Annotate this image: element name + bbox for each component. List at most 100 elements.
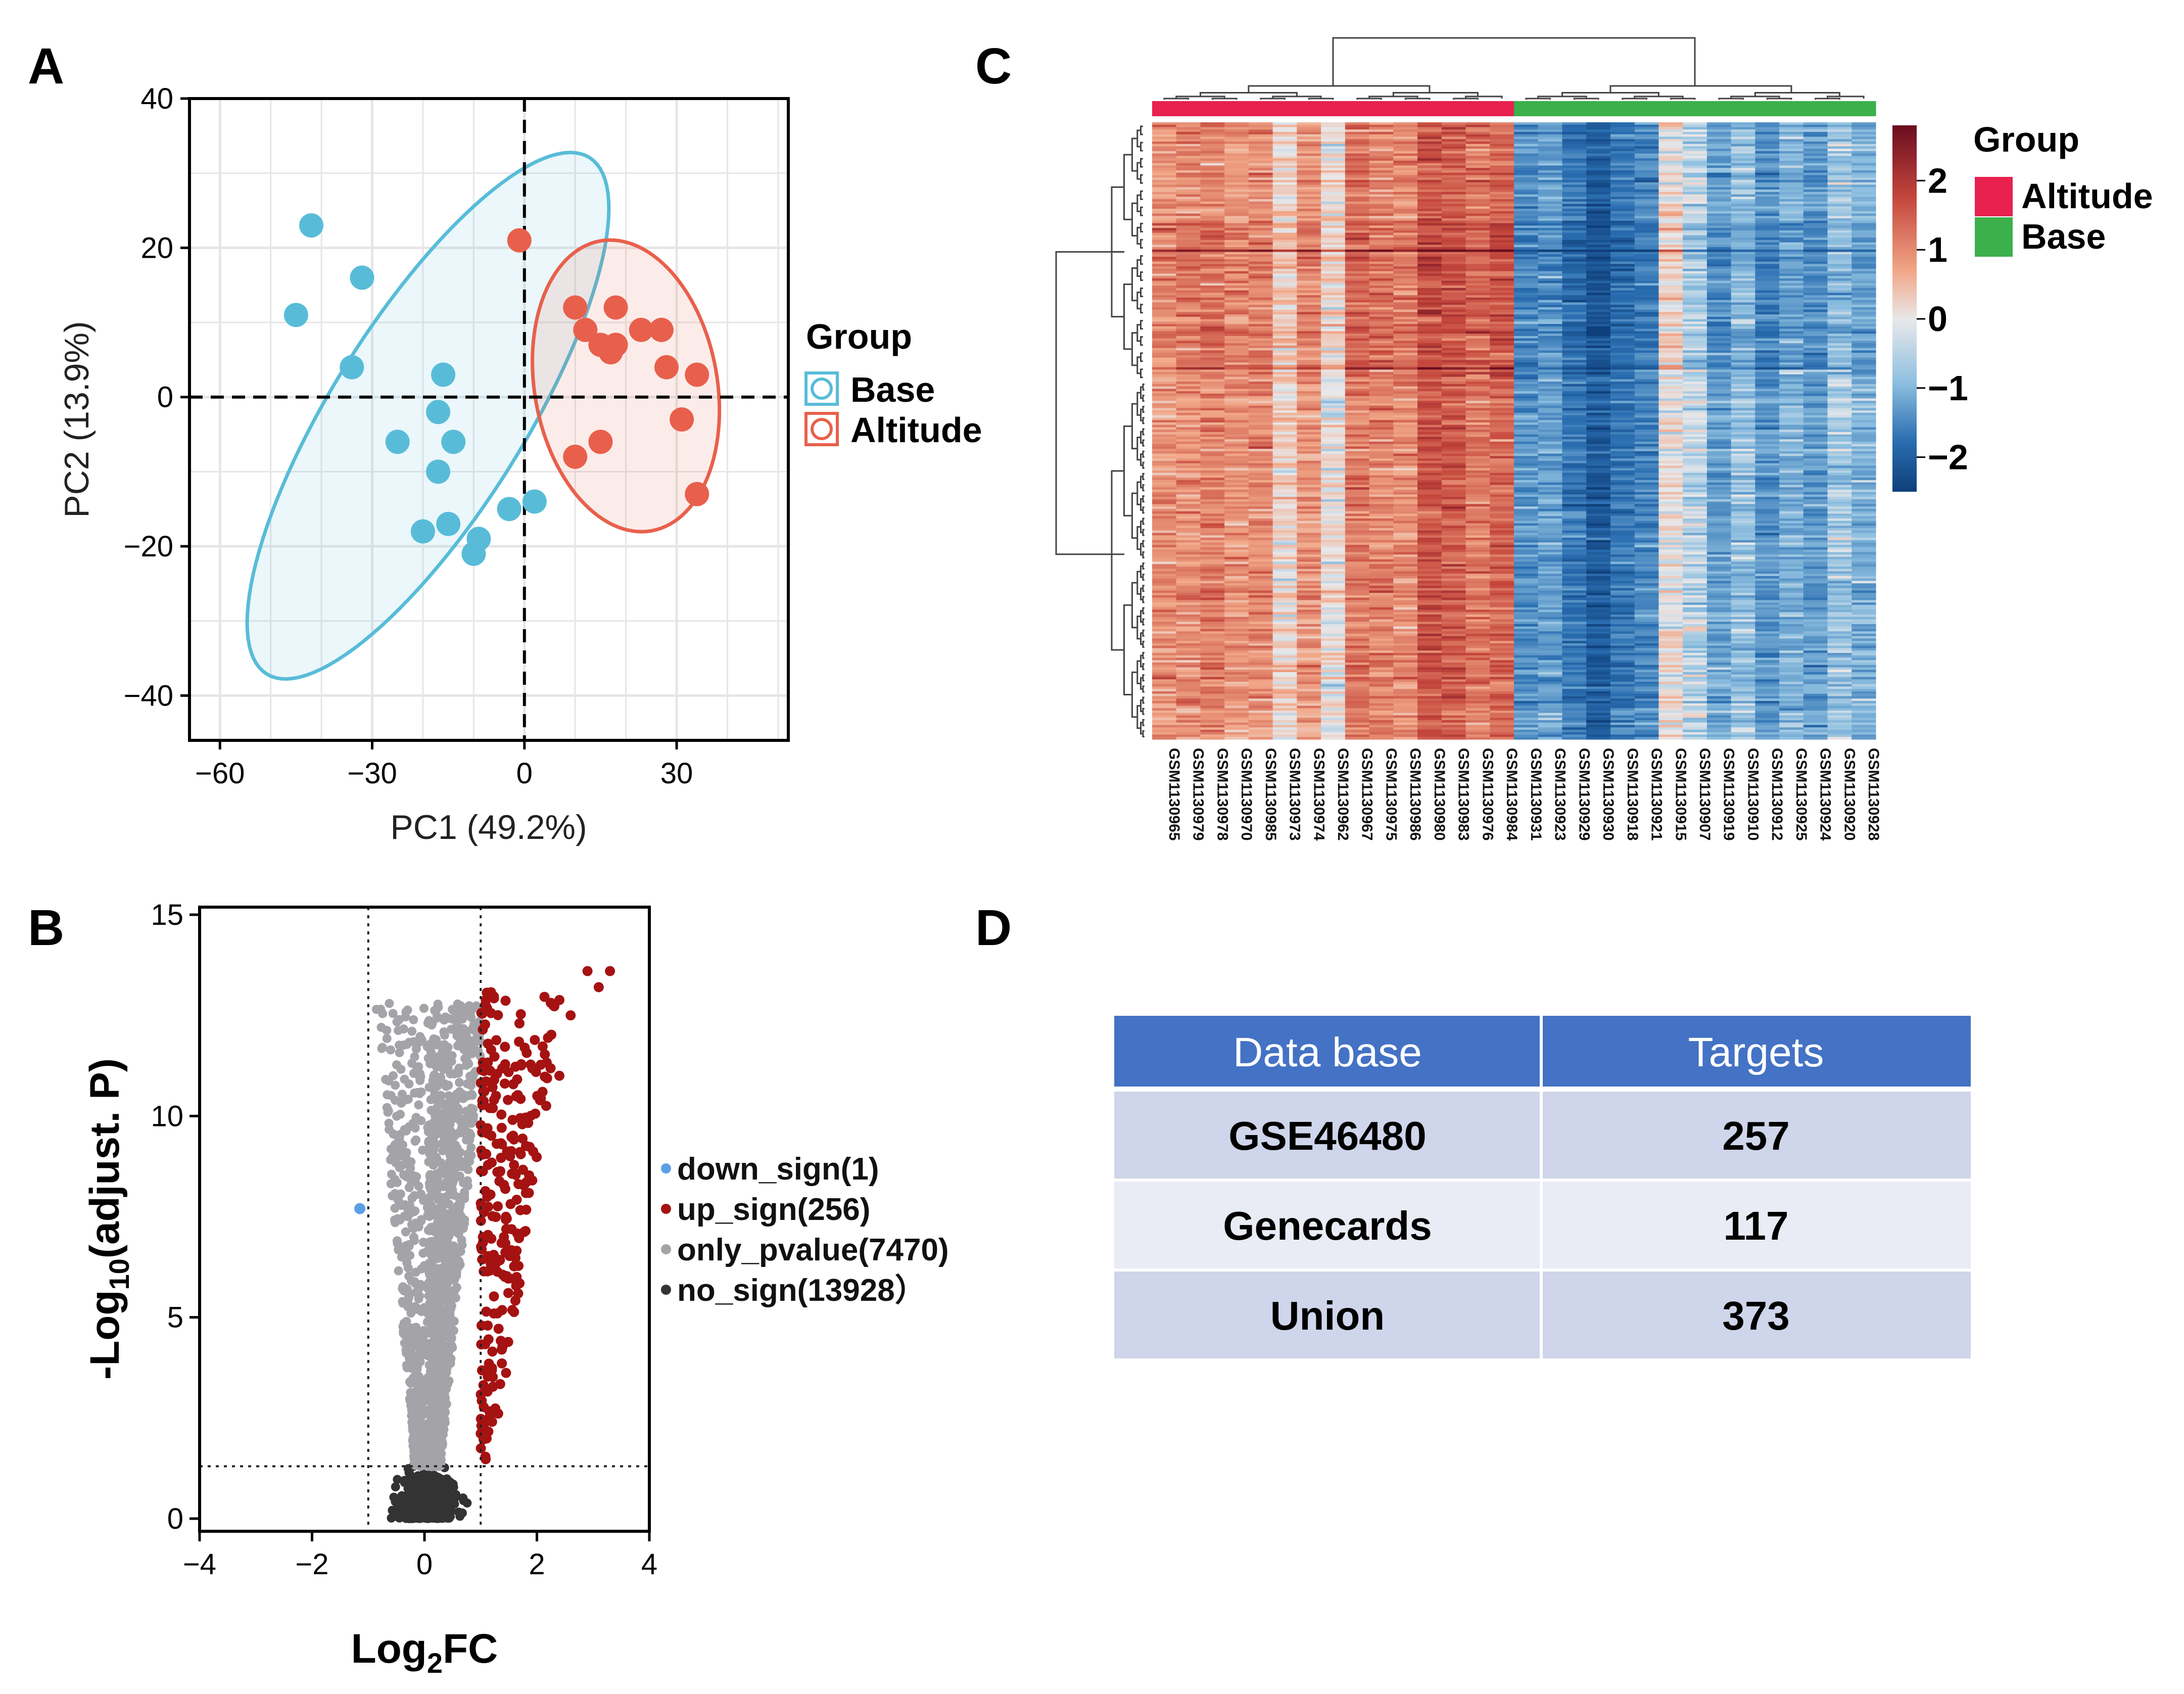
heatmap-cell (1152, 549, 1177, 553)
heatmap-cell (1224, 144, 1249, 147)
heatmap-cell (1321, 305, 1346, 308)
heatmap-cell (1176, 508, 1201, 512)
heatmap-cell (1272, 168, 1297, 171)
heatmap-cell (1321, 617, 1346, 620)
heatmap-cell (1152, 288, 1177, 291)
heatmap-cell (1297, 225, 1321, 228)
heatmap-cell (1297, 386, 1321, 389)
heatmap-cell (1200, 456, 1225, 459)
heatmap-cell (1272, 588, 1297, 591)
heatmap-cell (1152, 705, 1177, 709)
dendrogram-branch (1142, 708, 1145, 715)
heatmap-cell (1200, 223, 1225, 226)
heatmap-cell (1224, 194, 1249, 197)
heatmap-cell (1176, 144, 1201, 147)
heatmap-cell (1200, 257, 1225, 260)
heatmap-cell (1248, 672, 1273, 675)
heatmap-cell (1176, 192, 1201, 195)
heatmap-cell (1200, 286, 1225, 289)
heatmap-cell (1248, 626, 1273, 630)
heatmap-cell (1321, 190, 1346, 193)
heatmap-cell (1248, 417, 1273, 420)
heatmap-cell (1176, 665, 1201, 668)
heatmap-cell (1321, 578, 1346, 582)
heatmap-cell (1176, 629, 1201, 632)
heatmap-cell (1272, 657, 1297, 661)
volcano-point-up (508, 1134, 519, 1145)
volcano-point-up (491, 1091, 501, 1101)
heatmap-cell (1200, 545, 1225, 548)
heatmap-cell (1248, 662, 1273, 666)
heatmap-cell (1248, 362, 1273, 365)
heatmap-cell (1248, 441, 1273, 445)
heatmap-cell (1224, 506, 1249, 509)
heatmap-cell (1297, 585, 1321, 589)
heatmap-cell (1321, 691, 1346, 694)
volcano-point-nosign (389, 1492, 399, 1502)
heatmap-cell (1152, 182, 1177, 185)
heatmap-cell (1224, 412, 1249, 416)
heatmap-cell (1224, 614, 1249, 618)
volcano-legend-dot-nosign (661, 1285, 671, 1295)
heatmap-cell (1152, 204, 1177, 207)
heatmap-cell (1152, 165, 1177, 168)
heatmap-cell (1200, 718, 1225, 721)
volcano-legend-label-pvalue: only_pvalue(7470) (677, 1233, 949, 1267)
dendrogram-branch (1142, 730, 1145, 737)
heatmap-cell (1152, 223, 1177, 226)
heatmap-cell (1224, 268, 1249, 272)
volcano-point-pvalue (443, 1353, 452, 1363)
heatmap-cell (1321, 624, 1346, 627)
heatmap-cell (1200, 516, 1225, 519)
dendrogram-branch (1142, 629, 1145, 637)
heatmap-cell (1321, 254, 1346, 257)
heatmap-cell (1297, 451, 1321, 454)
heatmap-cell (1200, 703, 1225, 707)
heatmap-cell (1200, 468, 1225, 471)
heatmap-cell (1297, 698, 1321, 701)
heatmap-cell (1224, 626, 1249, 630)
heatmap-cell (1224, 170, 1249, 173)
heatmap-cell (1152, 127, 1177, 130)
volcano-point-pvalue (410, 1137, 420, 1146)
heatmap-cell (1248, 473, 1273, 476)
heatmap-cell (1272, 197, 1297, 200)
heatmap-cell (1200, 705, 1225, 709)
volcano-legend-dot-pvalue (661, 1244, 671, 1254)
heatmap-cell (1248, 249, 1273, 253)
pca-point-altitude (563, 444, 588, 469)
heatmap-cell (1321, 581, 1346, 584)
volcano-point-pvalue (447, 1051, 457, 1060)
heatmap-cell (1248, 187, 1273, 190)
heatmap-cell (1200, 328, 1225, 332)
heatmap-cell (1200, 585, 1225, 589)
heatmap-cell (1224, 602, 1249, 605)
heatmap-cell (1176, 526, 1201, 529)
heatmap-cell (1176, 218, 1201, 221)
heatmap-cell (1272, 386, 1297, 389)
volcano-point-up (496, 1238, 507, 1248)
heatmap-cell (1224, 489, 1249, 493)
heatmap-cell (1248, 180, 1273, 183)
heatmap-cell (1176, 691, 1201, 694)
heatmap-cell (1152, 338, 1177, 341)
heatmap-cell (1272, 129, 1297, 132)
heatmap-cell (1321, 681, 1346, 685)
heatmap-cell (1272, 350, 1297, 353)
heatmap-cell (1272, 633, 1297, 637)
heatmap-cell (1224, 182, 1249, 185)
volcano-point-pvalue (439, 1027, 449, 1037)
volcano-point-pvalue (409, 1015, 418, 1024)
dendrogram-branch (1142, 394, 1145, 402)
heatmap-cell (1176, 511, 1201, 514)
heatmap-cell (1297, 597, 1321, 601)
heatmap-cell (1200, 698, 1225, 701)
volcano-point-nosign (391, 1482, 400, 1492)
heatmap-cell (1297, 230, 1321, 233)
heatmap-cell (1200, 197, 1225, 200)
heatmap-cell (1176, 708, 1201, 711)
heatmap-cell (1321, 489, 1346, 493)
heatmap-cell (1176, 667, 1201, 670)
heatmap-cell (1152, 725, 1177, 728)
heatmap-cell (1176, 163, 1201, 166)
